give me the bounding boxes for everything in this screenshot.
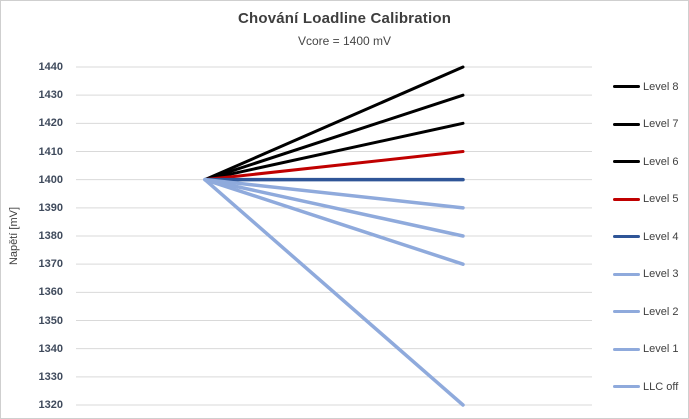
legend-label: Level 2 (643, 305, 679, 318)
legend-swatch (613, 160, 640, 164)
series-line-level-1 (203, 177, 465, 266)
legend-swatch (613, 122, 640, 126)
series-line-level-8 (203, 65, 465, 182)
legend-swatch (613, 310, 640, 314)
series-line-level-3 (203, 177, 465, 210)
y-axis-tick-label: 1320 (38, 399, 63, 411)
legend-label: Level 6 (643, 155, 679, 168)
legend-swatch (613, 235, 640, 239)
y-axis-tick-label: 1360 (38, 286, 63, 299)
legend-label: Level 1 (643, 343, 679, 356)
legend-label: LLC off (643, 380, 679, 393)
series-line-level-2 (203, 177, 465, 238)
y-axis-tick-label: 1380 (38, 230, 63, 242)
chart-title: Chování Loadline Calibration (237, 10, 452, 27)
y-axis-tick-label: 1410 (38, 145, 63, 158)
legend-item: Level 8 (613, 68, 688, 106)
legend-label: Level 3 (643, 268, 679, 281)
legend-label: Level 7 (643, 118, 679, 131)
legend-item: Level 6 (613, 143, 688, 181)
legend-item: Level 7 (613, 106, 688, 144)
y-axis-tick-label: 1330 (38, 370, 63, 383)
y-axis-tick-label: 1400 (38, 173, 63, 186)
legend-swatch (613, 197, 640, 201)
series-line-level-6 (203, 121, 465, 182)
y-axis-tick-label: 1420 (38, 117, 63, 130)
legend-item: Level 3 (613, 256, 688, 294)
chart-subtitle: Vcore = 1400 mV (297, 34, 392, 48)
legend-label: Level 5 (643, 193, 679, 206)
y-axis-tick-label: 1350 (38, 314, 63, 327)
y-axis-tick-label: 1390 (38, 201, 63, 214)
legend-label: Level 4 (643, 230, 679, 243)
legend-swatch (613, 385, 640, 389)
y-axis-tick-label: 1430 (38, 89, 63, 102)
legend-item: LLC off (613, 368, 688, 406)
legend-item: Level 4 (613, 218, 688, 256)
legend: Level 8 Level 7 Level 6 Level 5 Level 4 Level… (613, 68, 688, 406)
series-line-level-7 (203, 93, 465, 182)
legend-item: Level 2 (613, 293, 688, 331)
legend-swatch (613, 347, 640, 351)
y-axis-tick-label: 1440 (38, 61, 63, 73)
legend-item: Level 1 (613, 331, 688, 369)
legend-label: Level 8 (643, 80, 679, 93)
legend-item: Level 5 (613, 181, 688, 219)
legend-swatch (613, 272, 640, 276)
series-line-llc-off (203, 177, 465, 407)
series-line-level-5 (203, 150, 465, 182)
y-axis-tick-label: 1340 (38, 342, 63, 355)
y-axis-tick-label: 1370 (38, 258, 63, 271)
legend-swatch (613, 85, 640, 89)
